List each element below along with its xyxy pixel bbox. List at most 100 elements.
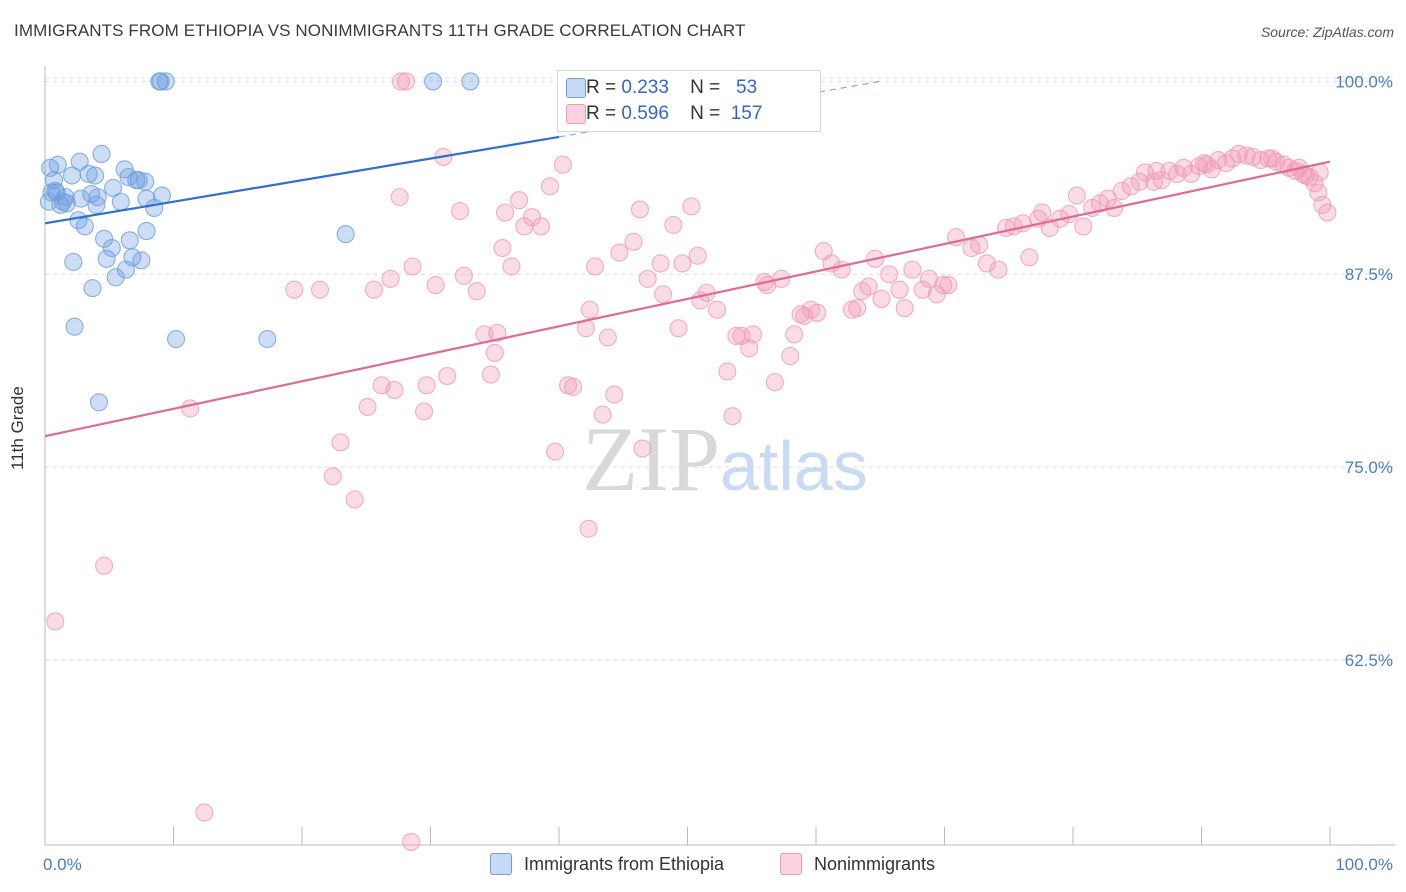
legend-swatch-blue: [490, 853, 512, 875]
nonimmigrant-point: [495, 203, 515, 222]
nonimmigrant-point: [848, 299, 867, 318]
ethiopia-point: [137, 222, 156, 241]
ethiopia-point: [89, 393, 109, 412]
nonimmigrant-point: [467, 282, 486, 301]
ethiopia-point: [79, 164, 98, 184]
nonimmigrant-point: [688, 246, 707, 265]
nonimmigrant-point: [46, 612, 65, 631]
nonimmigrant-point: [872, 289, 891, 308]
bottom-legend-nonimmigrants: Nonimmigrants: [780, 852, 935, 876]
nonimmigrant-point: [1067, 186, 1086, 205]
axes: [44, 66, 1395, 846]
nonimmigrant-point: [633, 439, 652, 458]
ethiopia-point: [336, 225, 355, 244]
ethiopia-point: [70, 152, 89, 171]
nonimmigrant-point: [285, 280, 304, 299]
tick-labels: 62.5% 75.0% 87.5% 100.0% 0.0% 100.0%: [43, 72, 1393, 874]
nonimmigrant-point: [1229, 144, 1248, 163]
ethiopia-point: [86, 166, 105, 185]
nonimmigrant-point: [493, 238, 512, 258]
nonimmigrant-point: [718, 362, 737, 381]
nonimmigrant-point: [1182, 164, 1201, 184]
watermark-atlas: atlas: [720, 427, 868, 505]
nonimmigrant-point: [880, 265, 899, 284]
nonimmigrant-point: [415, 402, 434, 421]
ethiopia-point: [92, 144, 111, 163]
x-tick-label-max: 100.0%: [1335, 855, 1393, 874]
nonimmigrant-point: [624, 232, 643, 251]
chart-title: IMMIGRANTS FROM ETHIOPIA VS NONIMMIGRANT…: [14, 21, 746, 40]
nonimmigrant-point: [390, 188, 409, 207]
legend-row-nonimmigrants: R = 0.596 N = 157: [566, 103, 762, 125]
ethiopia-point: [95, 229, 114, 248]
ethiopia-point: [97, 249, 116, 268]
nonimmigrant-point: [682, 197, 701, 216]
nonimmigrant-point: [1060, 205, 1079, 224]
nonimmigrant-point: [723, 407, 742, 426]
nonimmigrant-point: [1112, 181, 1131, 200]
nonimmigrant-point: [1033, 203, 1052, 222]
x-tick-label-min: 0.0%: [43, 855, 82, 874]
nonimmigrant-point: [454, 266, 473, 285]
nonimmigrant-point: [385, 380, 404, 399]
ethiopia-point: [156, 72, 175, 91]
nonimmigrant-point: [977, 254, 996, 273]
ethiopia-point: [136, 172, 155, 191]
nonimmigrant-point: [1098, 189, 1117, 208]
nonimmigrant-point: [610, 243, 629, 262]
nonimmigrant-point: [903, 260, 922, 279]
nonimmigrant-point: [1274, 155, 1293, 174]
nonimmigrants-trend-line: [44, 160, 1331, 438]
ethiopia-point: [102, 238, 121, 258]
ethiopia-point: [106, 268, 125, 287]
nonimmigrant-point: [310, 280, 330, 299]
legend-n-label: N =: [690, 103, 721, 124]
nonimmigrant-point: [426, 275, 445, 295]
nonimmigrant-point: [785, 325, 804, 344]
nonimmigrant-point: [1251, 151, 1270, 170]
nonimmigrant-point: [651, 254, 670, 273]
nonimmigrant-point: [402, 832, 421, 851]
nonimmigrant-point: [598, 328, 617, 347]
legend-row-ethiopia: R = 0.233 N = 53: [566, 77, 757, 99]
nonimmigrant-point: [1040, 218, 1059, 238]
nonimmigrant-point: [481, 365, 500, 384]
nonimmigrant-point: [1020, 248, 1039, 267]
legend-swatch-pink: [566, 104, 586, 124]
ethiopia-point: [152, 186, 171, 205]
nonimmigrant-point: [1318, 203, 1337, 222]
legend-r-value: 0.233: [621, 77, 669, 98]
nonimmigrant-point: [510, 191, 529, 210]
nonimmigrant-point: [195, 803, 214, 822]
nonimmigrant-point: [358, 397, 377, 416]
nonimmigrant-point: [781, 346, 800, 366]
source-label: Source: ZipAtlas.com: [1260, 24, 1394, 40]
nonimmigrant-point: [95, 556, 114, 575]
nonimmigrant-point: [417, 376, 436, 395]
nonimmigrant-point: [1144, 172, 1164, 191]
ethiopia-point: [424, 72, 443, 91]
ethiopia-point: [46, 181, 65, 200]
nonimmigrant-point: [331, 433, 350, 452]
nonimmigrant-point: [553, 155, 572, 174]
legend-n-label: N =: [690, 77, 721, 98]
nonimmigrant-point: [593, 405, 612, 424]
ethiopia-point: [48, 155, 67, 174]
nonimmigrant-point: [502, 257, 521, 276]
nonimmigrant-point: [934, 275, 953, 295]
nonimmigrant-point: [673, 254, 692, 273]
ethiopia-point: [75, 217, 94, 236]
nonimmigrant-point: [1223, 149, 1242, 168]
bottom-legend-ethiopia: Immigrants from Ethiopia: [490, 852, 724, 876]
watermark-zip: ZIP: [582, 408, 720, 510]
nonimmigrant-point: [669, 319, 688, 338]
nonimmigrant-point: [638, 269, 657, 288]
nonimmigrant-point: [605, 385, 624, 404]
nonimmigrant-point: [654, 285, 673, 304]
nonimmigrant-point: [345, 490, 364, 509]
nonimmigrant-point: [1310, 163, 1329, 182]
nonimmigrant-point: [765, 373, 784, 392]
nonimmigrant-point: [890, 280, 909, 299]
ethiopia-point: [104, 178, 123, 197]
ethiopia-point: [71, 189, 91, 208]
